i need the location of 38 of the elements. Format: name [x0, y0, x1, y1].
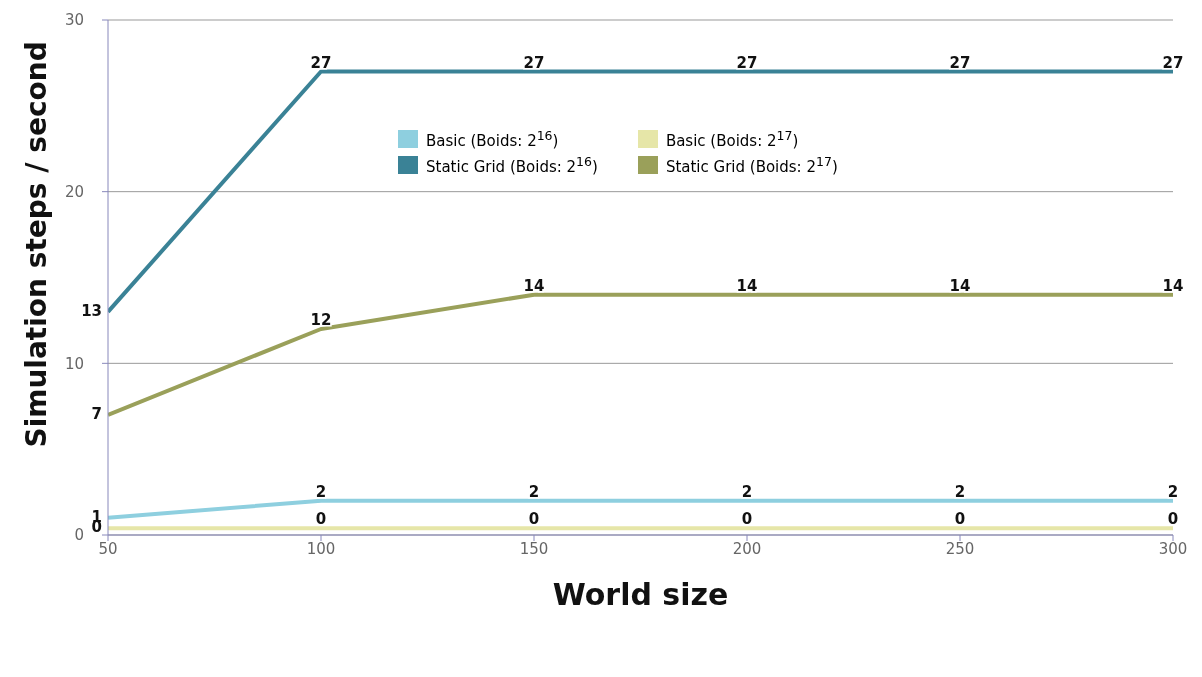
data-label: 0: [954, 510, 966, 529]
x-tick-label: 250: [945, 539, 975, 558]
data-label: 0: [1167, 510, 1179, 529]
data-label: 0: [315, 510, 327, 529]
legend-label: Basic (Boids: 2$^{17}$): [665, 128, 799, 150]
x-tick-label: 200: [732, 539, 762, 558]
legend-label: Static Grid (Boids: 2$^{17}$): [665, 154, 838, 176]
y-axis-title: Simulation steps / second: [19, 41, 53, 448]
data-label: 27: [523, 53, 545, 72]
data-label: 7: [91, 404, 102, 423]
x-tick-label: 300: [1158, 539, 1188, 558]
data-label: 14: [949, 276, 971, 295]
x-tick-label: 150: [519, 539, 549, 558]
data-label: 27: [310, 53, 332, 72]
y-tick-label: 30: [64, 11, 84, 30]
x-axis-title: World size: [552, 577, 729, 612]
x-tick-label: 100: [306, 539, 336, 558]
y-tick-label: 20: [64, 182, 84, 201]
data-label: 27: [1162, 53, 1184, 72]
data-label: 2: [1167, 482, 1179, 501]
data-label: 2: [315, 482, 327, 501]
data-label: 2: [741, 482, 753, 501]
data-label: 0: [528, 510, 540, 529]
y-tick-label: 10: [64, 354, 84, 373]
data-label: 0: [741, 510, 753, 529]
data-label: 14: [736, 276, 758, 295]
data-label: 12: [310, 311, 332, 329]
data-label: 14: [1162, 276, 1184, 295]
data-label: 2: [954, 482, 966, 501]
data-label: 14: [523, 276, 545, 295]
data-label: 27: [736, 53, 758, 72]
data-label: 27: [949, 53, 971, 72]
x-tick-label: 50: [98, 539, 118, 558]
data-label: 2: [528, 482, 540, 501]
y-tick-label: 0: [74, 526, 84, 545]
legend-label: Basic (Boids: 2$^{16}$): [426, 128, 559, 150]
data-label: 13: [81, 301, 102, 320]
legend-label: Static Grid (Boids: 2$^{16}$): [426, 154, 598, 176]
